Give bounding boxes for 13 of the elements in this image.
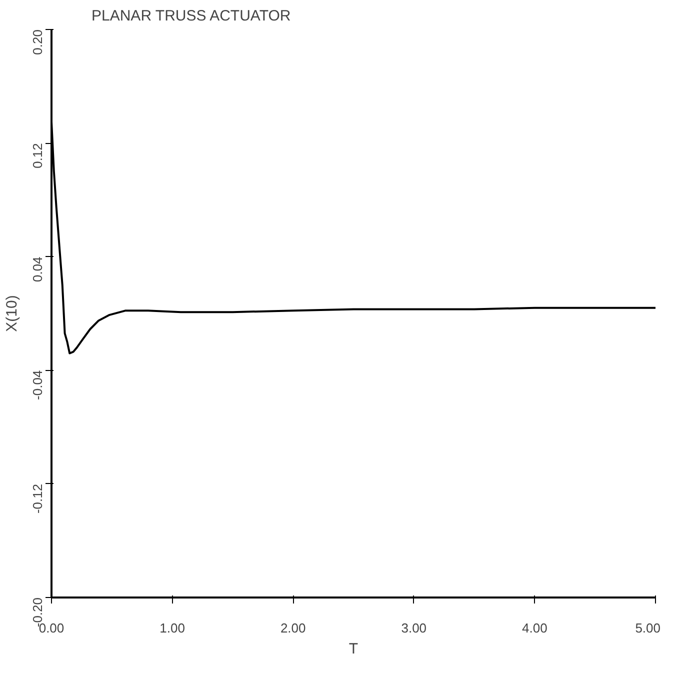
x-tick-label: 4.00 (522, 620, 548, 636)
x-tick-label: 2.00 (280, 620, 306, 636)
x-axis-title: T (348, 640, 358, 658)
y-tick-label: 0.20 (30, 29, 45, 55)
x-tick-label: 5.00 (635, 620, 661, 636)
y-tick-label: -0.04 (30, 370, 45, 400)
chart-title: PLANAR TRUSS ACTUATOR (92, 8, 291, 24)
y-axis-title: X(10) (4, 295, 20, 332)
x-tick-label: 3.00 (401, 620, 427, 636)
y-tick-label: -0.12 (30, 484, 45, 514)
y-tick-label: 0.12 (30, 143, 45, 168)
y-tick-label: 0.04 (30, 256, 45, 282)
x-tick-label: 1.00 (160, 620, 185, 636)
